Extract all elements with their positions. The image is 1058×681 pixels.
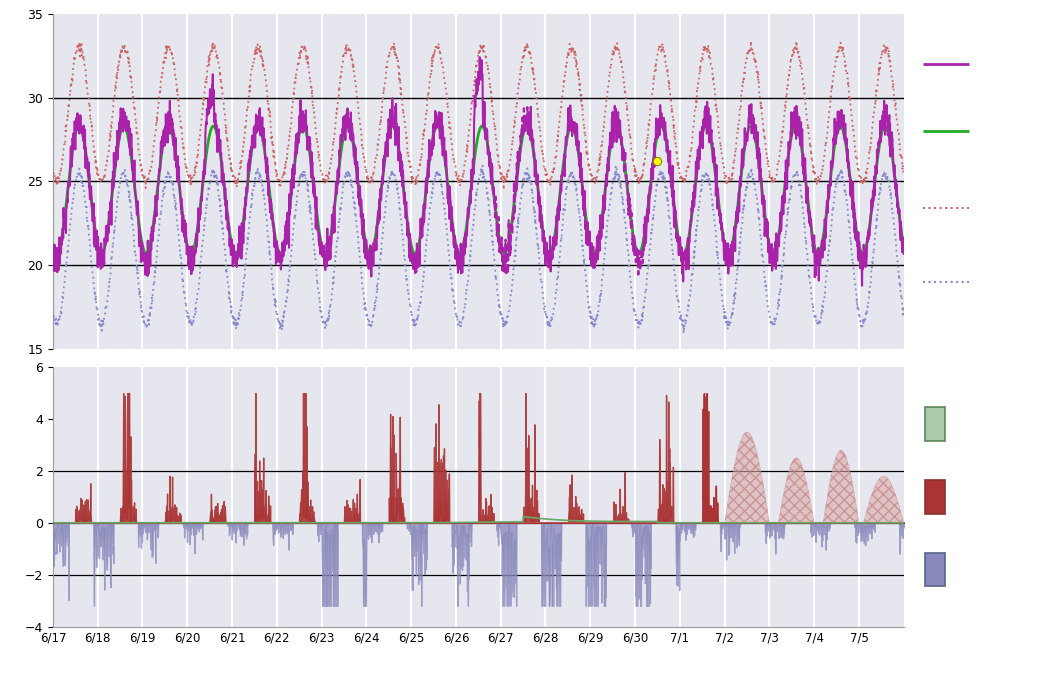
Bar — [925, 407, 945, 441]
Bar — [925, 552, 945, 586]
Bar — [925, 480, 945, 513]
